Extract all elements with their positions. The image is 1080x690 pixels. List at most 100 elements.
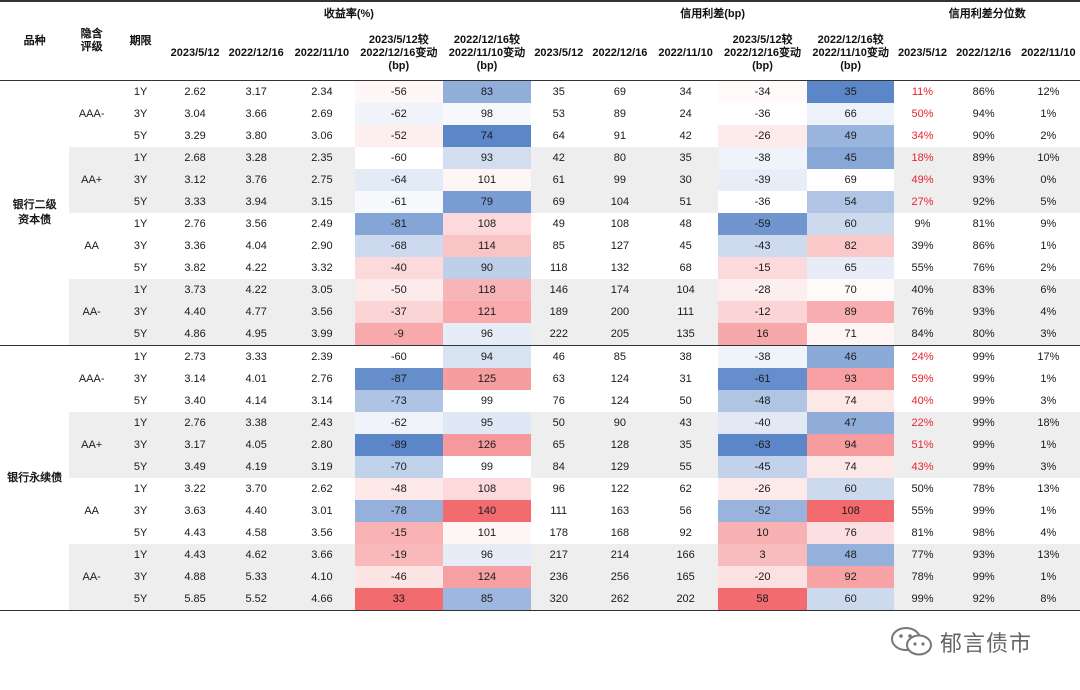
rating-label: AA (84, 505, 100, 517)
percentile-cell: 86% (972, 86, 995, 98)
percentile-cell: 94% (972, 108, 995, 120)
spread-group-header: 信用利差(bp) (680, 7, 745, 20)
spread-change-2-header: 2022/12/16较 2022/11/10变动 (bp) (812, 33, 889, 72)
table-row: 银行二级 资本债 AAA- 1Y 2.62 3.17 2.34 -56 83 35 69 34 -34… (0, 80, 1080, 226)
spread-change-cell: 45 (806, 147, 895, 169)
table-row: 银行永续债 AAA- 1Y 2.73 3.33 2.39 -60 94 46 85 38 -38 46 2… (0, 345, 1080, 484)
spread-cell: 42 (530, 147, 587, 169)
percentile-cell: 93% (950, 301, 1017, 323)
percentile-cell: 1% (1016, 434, 1080, 456)
yield-cell: 4.77 (223, 301, 290, 323)
percentile-cell: 98% (972, 527, 995, 539)
spread-change-cell: -20 (718, 566, 807, 588)
yield-cell: 3.17 (167, 434, 224, 456)
pct-date-3-header: 2022/11/10 (1021, 46, 1076, 59)
table-row: 3Y 3.14 4.01 2.76 -87 125 63 124 31 -61 93 59% 99% 1% (0, 368, 1080, 390)
spread-cell: 38 (679, 351, 692, 363)
yield-cell: 3.56 (245, 218, 267, 230)
spread-cell: 62 (679, 483, 692, 495)
spread-cell: 43 (653, 412, 719, 434)
percentile-cell: 78% (972, 483, 995, 495)
rating-label: AA+ (69, 147, 115, 213)
percentile-cell: 99% (950, 412, 1017, 434)
term-cell: 5Y (133, 527, 148, 539)
term-cell: 5Y (133, 130, 148, 142)
yield-cell: 3.06 (311, 130, 333, 142)
spread-cell: 128 (586, 434, 654, 456)
spread-cell: 135 (653, 323, 719, 346)
table-row: 3Y 3.17 4.05 2.80 -89 126 65 128 35 -63 94 51% 99% 1% (0, 434, 1080, 456)
yield-cell: 2.43 (289, 412, 355, 434)
yield-cell: 5.52 (223, 588, 290, 611)
spread-cell: 262 (586, 588, 654, 611)
spread-cell: 92 (679, 527, 692, 539)
yield-change-cell: -62 (354, 103, 444, 125)
yield-change-cell: -60 (354, 147, 444, 169)
spread-change-cell: -59 (718, 213, 807, 235)
yield-cell: 4.04 (245, 240, 267, 252)
percentile-cell: 6% (1016, 279, 1080, 301)
percentile-cell: 99% (950, 566, 1017, 588)
yield-cell: 2.49 (311, 218, 333, 230)
percentile-cell: 4% (1016, 301, 1080, 323)
spread-change-cell: -36 (718, 103, 807, 125)
table-row: AA 1Y 2.76 3.56 2.49 -81 108 49 108 48 -59 60 9% 81% 9… (0, 213, 1080, 252)
term-cell: 3Y (133, 240, 148, 252)
yield-cell: 2.62 (311, 483, 333, 495)
yield-change-cell: 96 (443, 544, 531, 566)
percentile-cell: 89% (950, 147, 1017, 169)
term-cell: 5Y (133, 395, 148, 407)
yield-change-cell: 126 (443, 434, 531, 456)
table-row: AA+ 1Y 2.68 3.28 2.35 -60 93 42 80 35 -38 45 18% 89% 1… (0, 147, 1080, 213)
percentile-cell: 81% (911, 527, 934, 539)
percentile-cell: 49% (894, 169, 951, 191)
spread-change-cell: 47 (806, 412, 895, 434)
spread-change-cell: 71 (806, 323, 895, 346)
spread-cell: 96 (552, 483, 565, 495)
yield-cell: 3.05 (289, 279, 355, 301)
percentile-cell: 1% (1040, 373, 1057, 385)
yield-change-cell: 33 (354, 588, 444, 611)
yield-change-cell: -64 (354, 169, 444, 191)
term-cell: 3Y (133, 373, 148, 385)
yield-cell: 4.40 (245, 505, 267, 517)
yield-change-cell: 140 (443, 500, 531, 522)
table-row: AA+ 1Y 2.76 3.38 2.43 -62 95 50 90 43 -40 47 22% 99% 1… (0, 412, 1080, 478)
percentile-cell: 93% (950, 169, 1017, 191)
term-cell: 1Y (133, 483, 148, 495)
spread-cell: 61 (530, 169, 587, 191)
percentile-cell: 77% (894, 544, 951, 566)
yield-change-cell: 124 (443, 566, 531, 588)
percentile-cell: 86% (972, 240, 995, 252)
term-cell: 3Y (133, 108, 148, 120)
spread-change-cell: -48 (718, 390, 807, 412)
bond-yield-spread-table: 品种 隐含 评级 期限 收益率(%) 信用利差(bp) 信用利差分位数 2023… (0, 1, 1080, 611)
yield-change-cell: 121 (443, 301, 531, 323)
spread-cell: 90 (586, 412, 654, 434)
table-row: 5Y 5.85 5.52 4.66 33 85 320 262 202 58 60 99% 92% 8% (0, 588, 1080, 611)
spread-change-cell: 92 (806, 566, 895, 588)
spread-date-1-header: 2023/5/12 (534, 46, 584, 59)
spread-change-cell: 3 (718, 544, 807, 566)
yield-change-cell: 90 (443, 257, 531, 279)
percentile-cell: 1% (1040, 240, 1057, 252)
variety-label: 银行永续债 (7, 471, 63, 484)
percentile-cell: 99% (972, 373, 995, 385)
spread-cell: 50 (679, 395, 692, 407)
yield-cell: 3.14 (311, 395, 333, 407)
table-row: 5Y 3.40 4.14 3.14 -73 99 76 124 50 -48 74 40% 99% 3% (0, 390, 1080, 412)
yield-change-cell: -70 (354, 456, 444, 478)
spread-change-cell: 65 (806, 257, 895, 279)
spread-change-cell: 54 (806, 191, 895, 213)
rating-label: AAA- (78, 108, 105, 120)
spread-change-cell: 58 (718, 588, 807, 611)
percentile-cell: 99% (972, 351, 995, 363)
watermark-text: 郁言债市 (940, 632, 1033, 657)
spread-cell: 69 (613, 86, 627, 98)
spread-cell: 45 (679, 240, 692, 252)
percentile-cell: 76% (972, 262, 995, 274)
yield-change-cell: 74 (443, 125, 531, 147)
spread-change-cell: -52 (718, 500, 807, 522)
percentile-cell: 80% (950, 323, 1017, 346)
spread-cell: 49 (552, 218, 565, 230)
